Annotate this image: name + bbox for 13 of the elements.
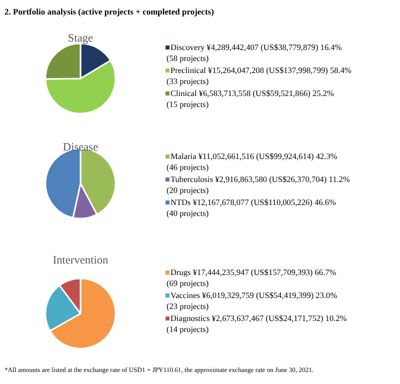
text: 2. Portfolio analysis (active projects + completed projects): [4, 6, 214, 16]
legend-label: Clinical ¥6,583,713,558 (US$59,521,866) 25.2% (15 projects): [166, 89, 334, 109]
legend-label: Discovery ¥4,289,442,407 (US$38,779,879) 16.4% (58 projects): [166, 43, 342, 63]
legend-label: Vaccines ¥6,019,329,759 (US$54,419,399) 23.0% (23 projects): [166, 291, 338, 311]
legend-label: NTDs ¥12,167,678,077 (US$110,005,226) 46.6% (40 projects): [166, 198, 336, 218]
legend-label: Preclinical ¥15,264,047,208 (US$137,998,799) 58.4% (33 projects): [166, 66, 352, 86]
legend-label: Drugs ¥17,444,235,947 (US$157,709,393) 66.7% (69 projects): [166, 268, 336, 288]
chart-title: Intervention: [52, 254, 109, 266]
legend-label: Diagnostics ¥2,673,637,467 (US$24,171,752) 10.2% (14 projects): [166, 314, 347, 334]
chart-title: Stage: [68, 32, 94, 44]
legend-label: Malaria ¥11,052,661,516 (US$99,924,614) 42.3% (46 projects): [166, 152, 338, 172]
legend-label: Tuberculosis ¥2,916,863,580 (US$26,370,704) 11.2% (20 projects): [166, 175, 350, 195]
chart-title: Disease: [62, 142, 98, 154]
